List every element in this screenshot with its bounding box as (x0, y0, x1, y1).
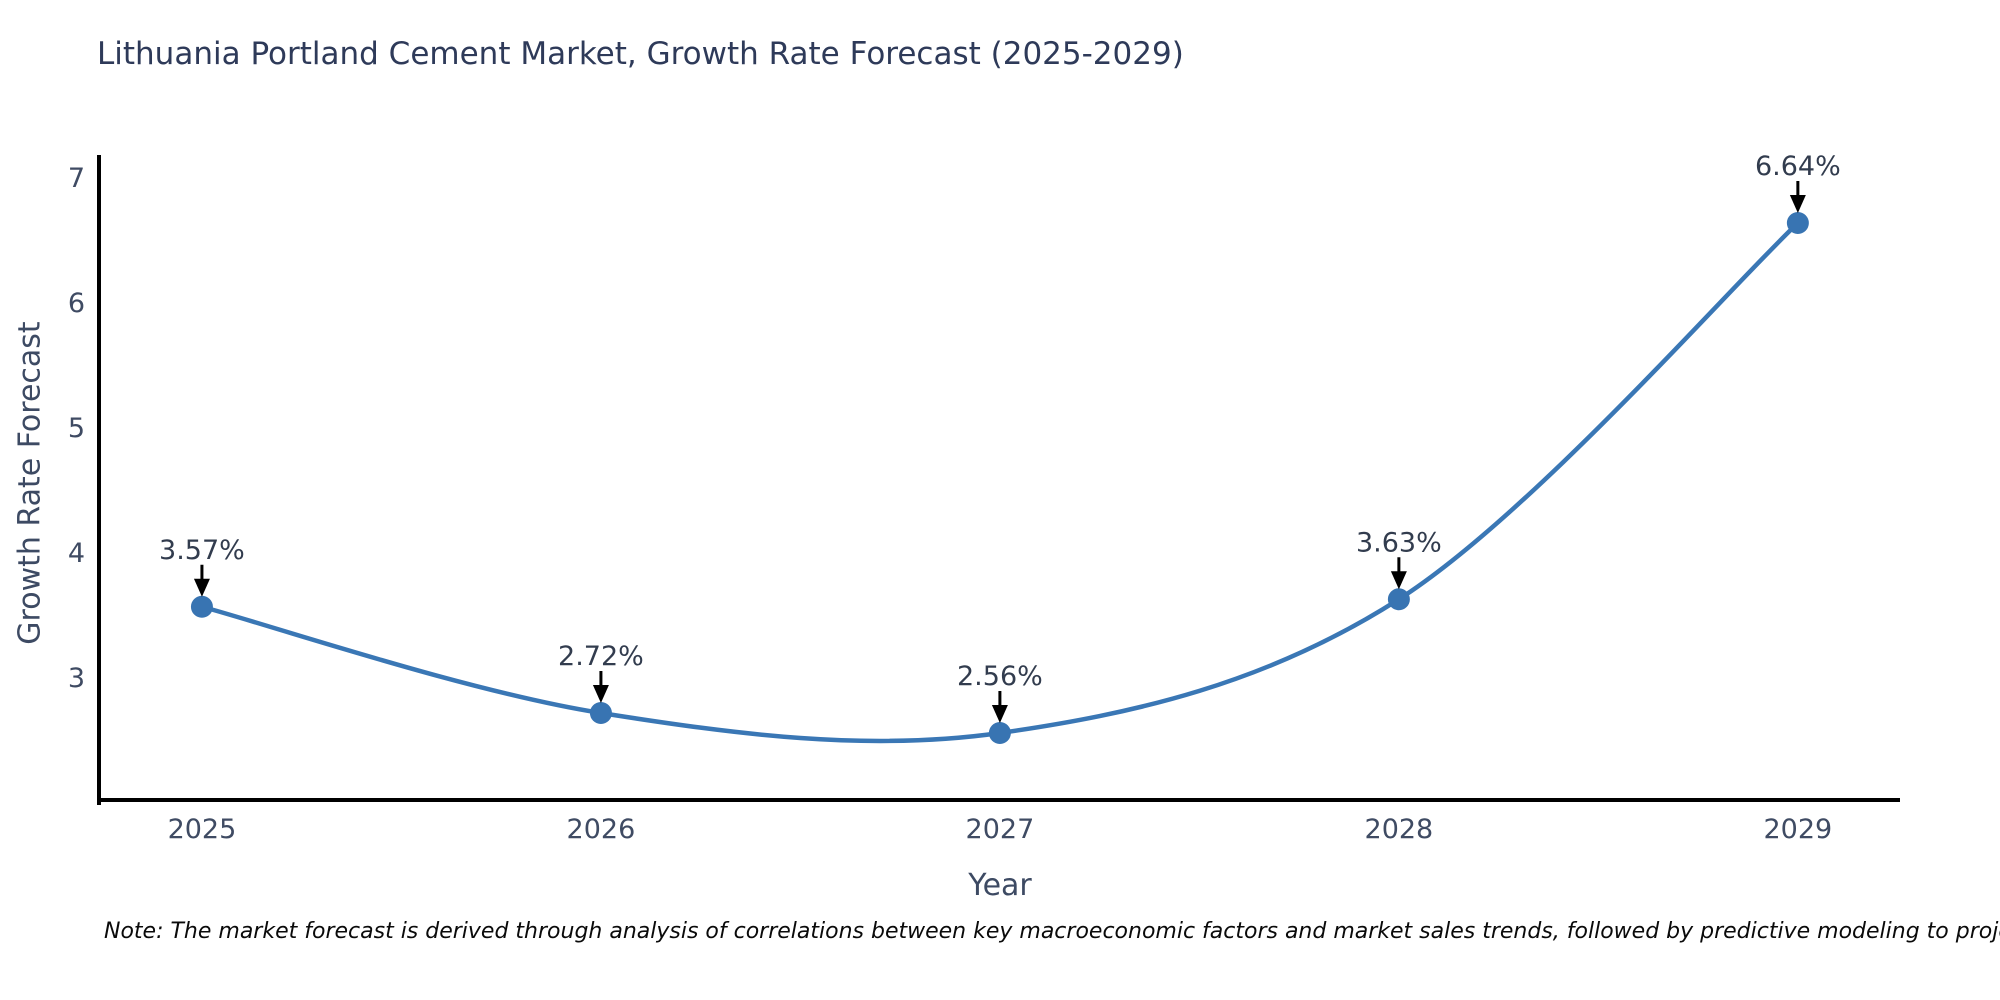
data-point-marker (190, 595, 213, 618)
chart-title: Lithuania Portland Cement Market, Growth… (97, 36, 1184, 72)
annotation-label: 3.63% (1356, 527, 1442, 558)
data-point-marker (1786, 212, 1809, 234)
x-tick-label: 2025 (168, 814, 237, 845)
y-tick-label: 3 (68, 663, 85, 694)
annotation-label: 6.64% (1755, 151, 1841, 182)
data-point-marker (589, 702, 612, 724)
data-point-marker (1387, 588, 1410, 611)
y-tick-label: 6 (68, 288, 85, 319)
annotation-arrowhead (991, 705, 1008, 723)
y-tick-label: 5 (68, 413, 85, 444)
y-tick-label: 4 (68, 538, 85, 569)
x-tick-label: 2027 (966, 814, 1035, 845)
x-tick-label: 2026 (567, 814, 636, 845)
annotation-label: 3.57% (159, 535, 245, 566)
annotation-arrowhead (193, 578, 210, 597)
x-tick-label: 2029 (1764, 814, 1833, 845)
footnote: Note: The market forecast is derived thr… (104, 919, 2000, 944)
annotation-label: 2.56% (957, 661, 1043, 692)
annotation-arrowhead (1789, 195, 1806, 213)
x-tick-label: 2028 (1365, 814, 1434, 845)
annotation-arrowhead (1390, 571, 1407, 590)
annotation-label: 2.72% (558, 641, 644, 672)
x-axis-label: Year (968, 868, 1032, 903)
annotation-arrowhead (592, 685, 609, 703)
data-point-marker (988, 722, 1011, 744)
y-tick-label: 7 (68, 163, 85, 194)
